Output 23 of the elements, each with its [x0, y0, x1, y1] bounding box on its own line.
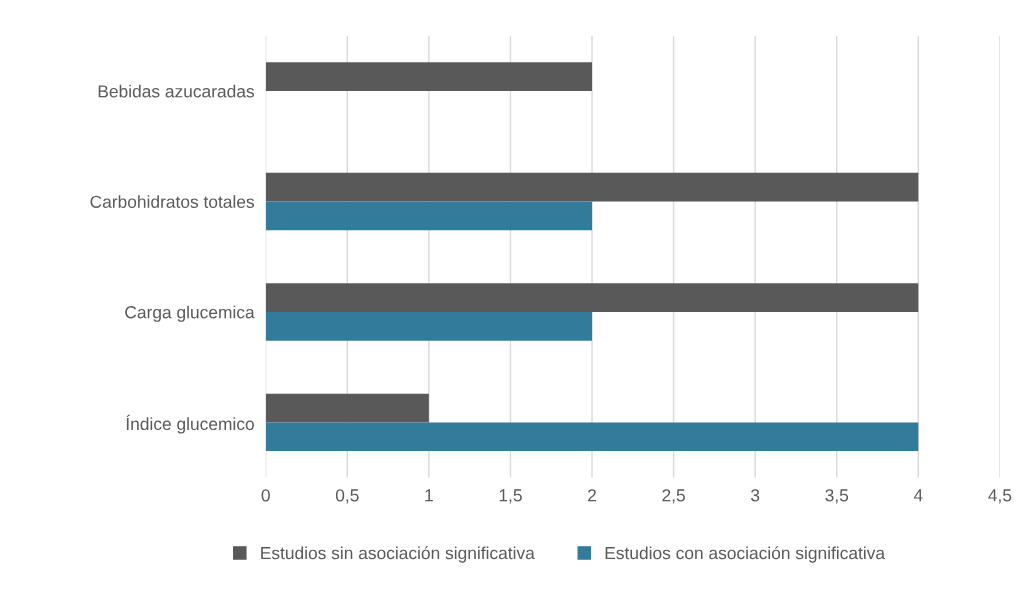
bar	[265, 62, 593, 92]
y-tick-label: Carga glucemica	[125, 305, 255, 322]
bar	[265, 172, 919, 202]
x-tick-label: 4,5	[988, 489, 1012, 504]
bar	[265, 393, 429, 423]
x-tick-label: 3,5	[825, 489, 849, 504]
y-tick-label: Bebidas azucaradas	[98, 84, 255, 98]
y-tick-label: Carbohidratos totales	[90, 195, 255, 208]
x-tick-label: 0,5	[335, 489, 359, 504]
x-tick-label: 2,5	[662, 489, 685, 504]
bar	[265, 201, 593, 231]
x-tick-label: 1	[425, 489, 433, 502]
bar	[265, 283, 919, 312]
x-tick-label: 1,5	[499, 489, 522, 504]
x-tick-label: 0	[261, 489, 270, 502]
y-tick-label: Índice glucemico	[126, 414, 254, 434]
x-tick-label: 4	[913, 489, 923, 502]
legend-label: Estudios sin asociación significativa	[261, 546, 535, 563]
bar	[265, 422, 919, 452]
legend-label: Estudios con asociación significativa	[605, 546, 886, 563]
x-tick-label: 2	[588, 489, 596, 502]
bar	[265, 311, 593, 341]
x-tick-label: 3	[751, 489, 760, 502]
